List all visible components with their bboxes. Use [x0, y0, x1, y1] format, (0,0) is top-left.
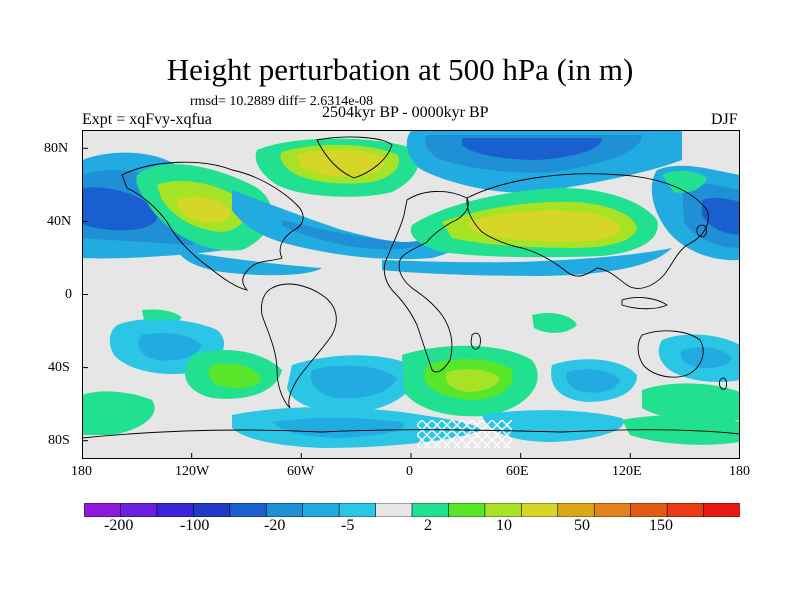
colorbar-swatch	[593, 503, 632, 517]
lat-tick-80S: 80S	[48, 433, 70, 448]
lon-tick-60E: 60E	[506, 464, 529, 479]
season-label: DJF	[711, 111, 738, 128]
colorbar-swatch	[265, 503, 304, 517]
colorbar	[84, 503, 740, 517]
colorbar-swatch	[229, 503, 268, 517]
colorbar-label: -200	[104, 517, 134, 534]
lon-tick-120E: 120E	[612, 464, 642, 479]
colorbar-swatch	[411, 503, 450, 517]
colorbar-label: 150	[649, 517, 673, 534]
lon-tick-120W: 120W	[175, 464, 210, 479]
colorbar-swatch	[630, 503, 668, 517]
colorbar-swatch	[521, 503, 559, 517]
lat-tick-marks	[82, 147, 88, 442]
colorbar-label: 50	[574, 517, 590, 534]
colorbar-swatch	[302, 503, 340, 517]
colorbar-swatch	[120, 503, 158, 517]
colorbar-swatch	[338, 503, 377, 517]
map-svg	[81, 130, 741, 459]
colorbar-swatch	[703, 503, 740, 517]
colorbar-swatch	[375, 503, 413, 517]
lat-tick-40S: 40S	[48, 360, 70, 375]
colorbar-swatch	[557, 503, 596, 517]
colorbar-swatch	[484, 503, 523, 517]
colorbar-label: -100	[180, 517, 210, 534]
colorbar-swatch	[666, 503, 705, 517]
colorbar-swatch	[448, 503, 486, 517]
lon-tick-60W: 60W	[287, 464, 315, 479]
coastlines	[82, 136, 740, 439]
stats-line: rmsd= 10.2889 diff= 2.6314e-08	[190, 94, 374, 109]
experiment-label: Expt = xqFvy-xqfua	[82, 111, 212, 128]
plot-title: Height perturbation at 500 hPa (in m)	[166, 52, 634, 87]
colorbar-swatch	[84, 503, 122, 517]
lon-tick-180E: 180	[729, 464, 750, 479]
lat-tick-0: 0	[65, 287, 72, 302]
colorbar-label: 2	[424, 517, 432, 534]
nh-field	[82, 130, 740, 276]
colorbar-label: -20	[264, 517, 286, 534]
lon-tick-180W: 180	[71, 464, 92, 479]
period-label: 2504kyr BP - 0000kyr BP	[322, 104, 489, 121]
lat-tick-40N: 40N	[47, 214, 72, 229]
colorbar-swatch	[156, 503, 195, 517]
lon-tick-0: 0	[406, 464, 413, 479]
sh-field	[82, 309, 740, 448]
lat-tick-80N: 80N	[44, 141, 69, 156]
colorbar-swatch	[193, 503, 231, 517]
colorbar-label: -5	[341, 517, 355, 534]
colorbar-label: 10	[496, 517, 512, 534]
map-panel	[81, 130, 741, 459]
